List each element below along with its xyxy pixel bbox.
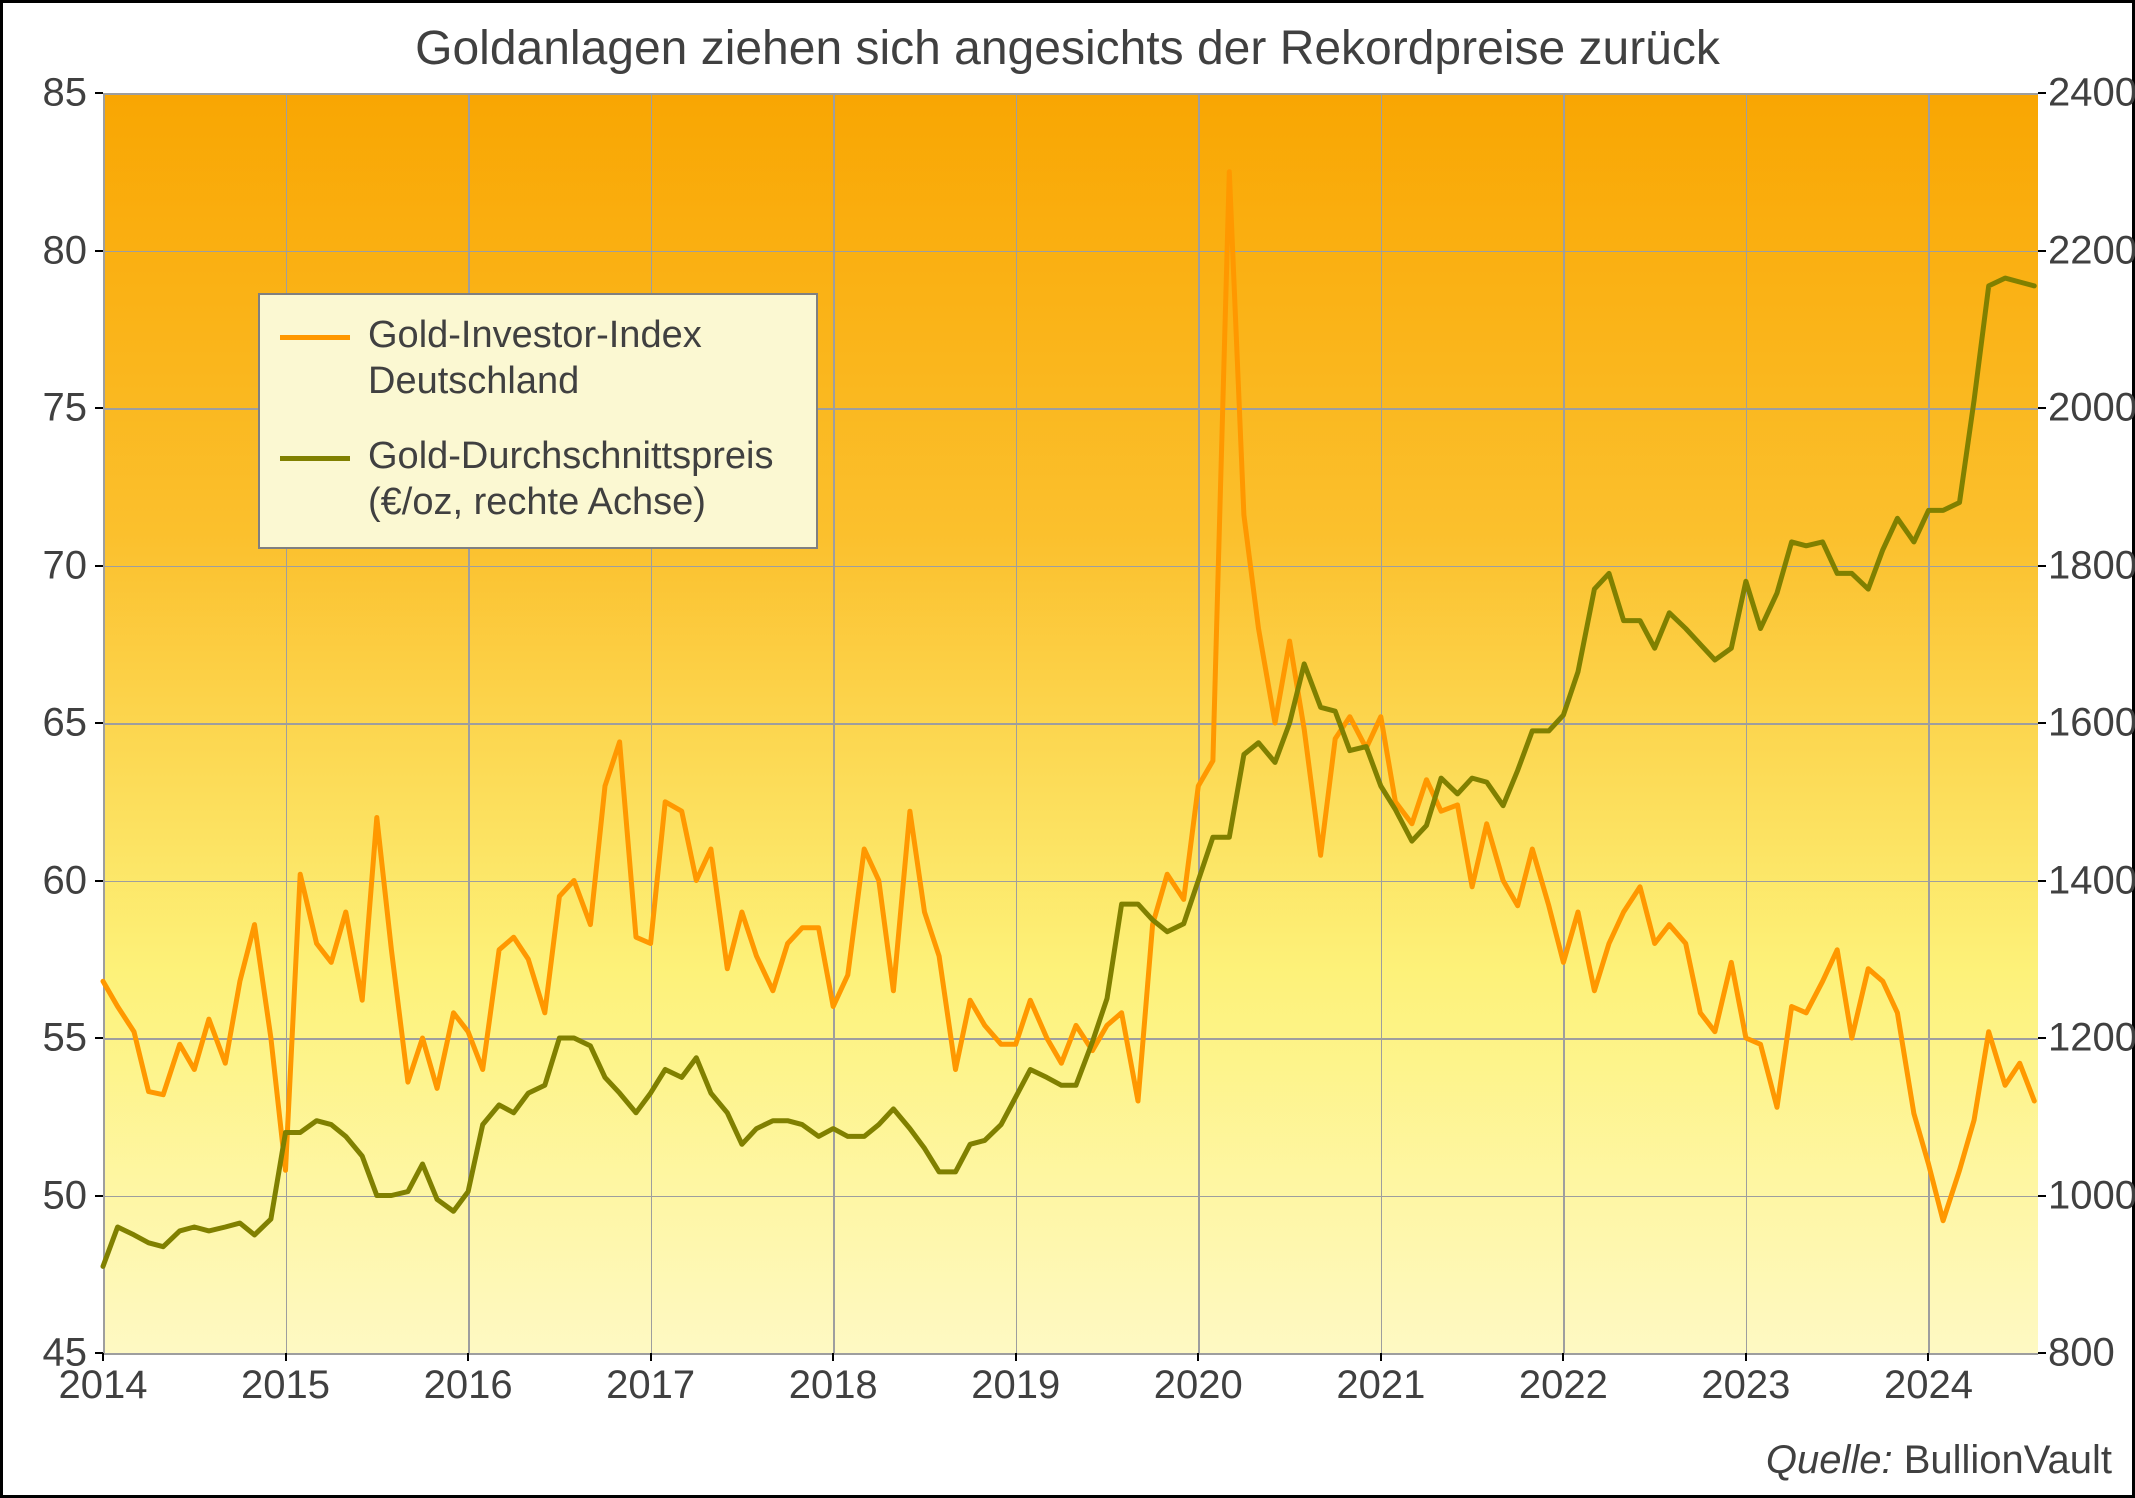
y-left-tick-label: 60 <box>7 858 87 903</box>
y-right-tick-label: 800 <box>2048 1331 2135 1376</box>
legend-swatch-1 <box>280 456 350 461</box>
x-tick-label: 2022 <box>1519 1363 1608 1408</box>
y-left-tick-label: 75 <box>7 386 87 431</box>
source-prefix: Quelle: <box>1766 1438 1893 1482</box>
y-right-tick-label: 1000 <box>2048 1173 2135 1218</box>
legend-label-0: Gold-Investor-Index Deutschland <box>368 313 796 404</box>
legend: Gold-Investor-Index Deutschland Gold-Dur… <box>258 293 818 549</box>
legend-label-1: Gold-Durchschnittspreis (€/oz, rechte Ac… <box>368 434 796 525</box>
y-right-tick-label: 2000 <box>2048 386 2135 431</box>
x-tick-label: 2018 <box>789 1363 878 1408</box>
plot-area: Gold-Investor-Index Deutschland Gold-Dur… <box>103 93 2038 1353</box>
x-tick-label: 2017 <box>606 1363 695 1408</box>
y-left-tick-label: 80 <box>7 228 87 273</box>
x-tick-label: 2016 <box>424 1363 513 1408</box>
y-right-tick-label: 2400 <box>2048 71 2135 116</box>
legend-swatch-0 <box>280 335 350 340</box>
x-tick-label: 2014 <box>59 1363 148 1408</box>
x-tick-label: 2021 <box>1336 1363 1425 1408</box>
y-right-tick-label: 1800 <box>2048 543 2135 588</box>
x-tick-label: 2023 <box>1701 1363 1790 1408</box>
x-tick-label: 2020 <box>1154 1363 1243 1408</box>
y-left-tick-label: 70 <box>7 543 87 588</box>
y-left-tick-label: 50 <box>7 1173 87 1218</box>
legend-item-0: Gold-Investor-Index Deutschland <box>280 313 796 404</box>
source-label: Quelle: BullionVault <box>1766 1438 2112 1483</box>
y-right-tick-label: 1200 <box>2048 1016 2135 1061</box>
x-tick-label: 2019 <box>971 1363 1060 1408</box>
y-right-tick-label: 1600 <box>2048 701 2135 746</box>
series-lines <box>103 93 2038 1353</box>
source-name: BullionVault <box>1904 1438 2112 1482</box>
chart-title: Goldanlagen ziehen sich angesichts der R… <box>3 21 2132 76</box>
y-left-tick-label: 85 <box>7 71 87 116</box>
x-tick-label: 2015 <box>241 1363 330 1408</box>
y-right-tick-label: 1400 <box>2048 858 2135 903</box>
y-right-tick-label: 2200 <box>2048 228 2135 273</box>
y-left-tick-label: 65 <box>7 701 87 746</box>
x-tick-label: 2024 <box>1884 1363 1973 1408</box>
legend-item-1: Gold-Durchschnittspreis (€/oz, rechte Ac… <box>280 434 796 525</box>
chart-container: Goldanlagen ziehen sich angesichts der R… <box>0 0 2135 1498</box>
y-left-tick-label: 55 <box>7 1016 87 1061</box>
